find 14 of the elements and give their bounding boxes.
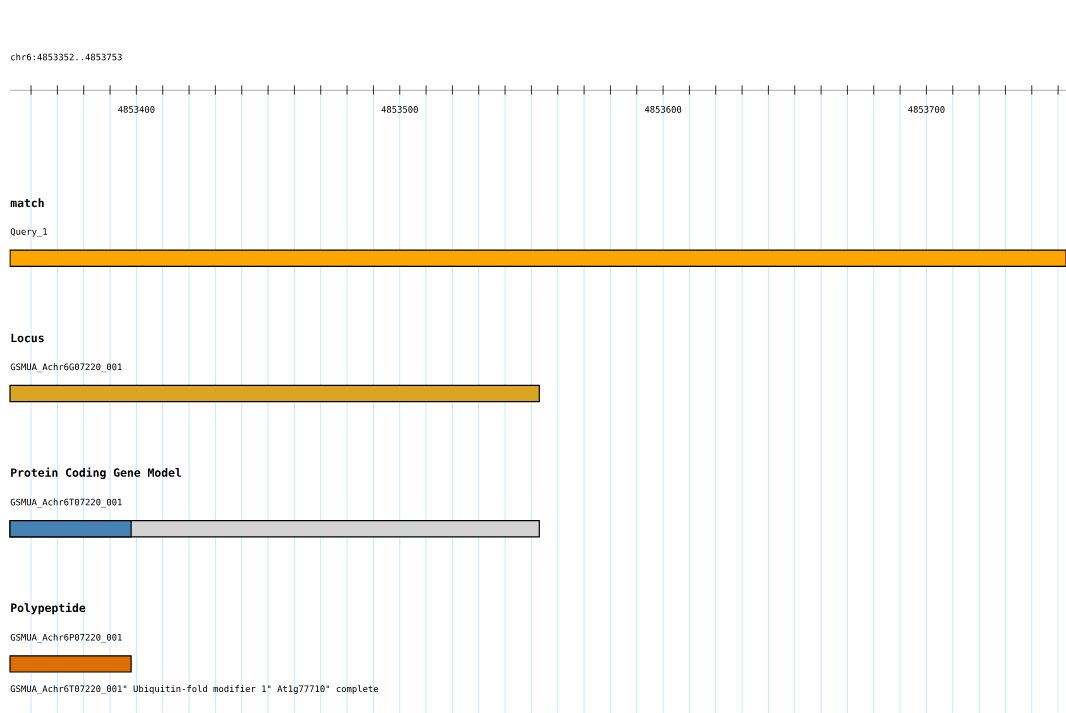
y-tick-label: match xyxy=(10,198,44,208)
chart-title: chr6:4853352..4853753 xyxy=(11,53,122,61)
annotation: GSMUA_Achr6T07220_001 xyxy=(10,498,122,508)
x-tick-label: 4853400 xyxy=(118,106,155,113)
x-tick-label: 4853700 xyxy=(908,106,945,113)
annotation: GSMUA_Achr6P07220_001 xyxy=(10,633,122,643)
y-tick-label: Polypeptide xyxy=(11,602,86,615)
annotation: GSMUA_Achr6G07220_001 xyxy=(10,363,122,373)
y-tick-label: Protein Coding Gene Model xyxy=(11,467,182,480)
x-tick-label: 4853500 xyxy=(381,106,418,113)
annotation: GSMUA_Achr6T07220_001" Ubiquitin-fold modifier 1" At1g77710" complete xyxy=(10,685,379,695)
x-tick-label: 4853600 xyxy=(644,106,682,113)
y-tick-label: Locus xyxy=(11,333,44,343)
annotation: Query_1 xyxy=(10,228,48,237)
